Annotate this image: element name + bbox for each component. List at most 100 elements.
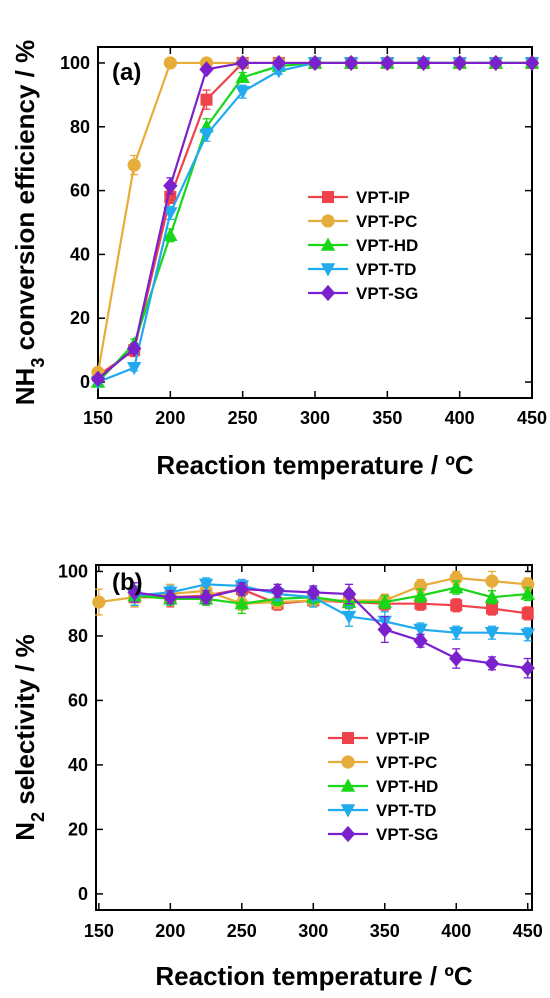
y-axis-title: N2 selectivity / % xyxy=(10,634,48,841)
data-point xyxy=(199,61,214,78)
series-vpt-td xyxy=(127,577,535,642)
data-point xyxy=(341,585,357,603)
data-point xyxy=(270,582,285,599)
data-point xyxy=(488,54,504,72)
legend-label: VPT-IP xyxy=(376,729,430,748)
data-point xyxy=(235,54,250,72)
data-point xyxy=(524,54,540,72)
data-point xyxy=(271,65,287,79)
panel-label: (a) xyxy=(112,59,141,86)
data-point xyxy=(163,56,177,70)
legend-marker xyxy=(320,237,336,251)
data-point xyxy=(235,85,250,100)
legend-marker xyxy=(340,825,356,843)
data-point xyxy=(199,129,214,143)
x-tick-label: 450 xyxy=(513,921,543,941)
data-point xyxy=(449,580,464,594)
x-tick-label: 400 xyxy=(441,921,471,941)
y-tick-label: 80 xyxy=(68,626,88,646)
data-point xyxy=(380,54,395,72)
legend-label: VPT-HD xyxy=(376,777,438,796)
data-point xyxy=(163,589,178,606)
data-point xyxy=(90,370,106,387)
data-point xyxy=(485,602,498,615)
x-tick-label: 250 xyxy=(227,921,257,941)
data-point xyxy=(449,627,464,641)
legend-label: VPT-PC xyxy=(376,753,437,772)
x-tick-label: 250 xyxy=(228,408,258,428)
data-point xyxy=(234,581,250,598)
x-tick-label: 450 xyxy=(517,408,547,428)
data-point xyxy=(163,177,178,194)
x-tick-label: 150 xyxy=(84,921,114,941)
legend-label: VPT-PC xyxy=(356,212,417,231)
data-point xyxy=(413,588,428,602)
legend-marker xyxy=(320,284,336,302)
data-point xyxy=(413,623,428,637)
x-tick-label: 150 xyxy=(83,408,113,428)
y-tick-label: 100 xyxy=(58,561,88,581)
data-point xyxy=(307,54,323,72)
y-tick-label: 0 xyxy=(80,372,90,392)
data-point xyxy=(377,594,392,608)
data-point xyxy=(377,621,392,638)
legend-label: VPT-SG xyxy=(376,825,438,844)
data-point xyxy=(234,596,250,610)
legend-label: VPT-SG xyxy=(356,284,418,303)
legend-marker xyxy=(340,778,356,792)
data-point xyxy=(452,54,467,72)
data-point xyxy=(484,589,500,603)
data-point xyxy=(92,595,106,609)
x-tick-label: 300 xyxy=(298,921,328,941)
legend-marker xyxy=(340,804,356,818)
x-tick-label: 200 xyxy=(155,921,185,941)
data-point xyxy=(198,578,214,592)
y-axis-title-main: NH xyxy=(10,368,40,406)
y-axis-title-rest: selectivity / % xyxy=(10,634,40,812)
series-vpt-td xyxy=(90,57,540,390)
legend-marker xyxy=(342,732,354,744)
legend-marker xyxy=(320,263,336,277)
y-tick-label: 40 xyxy=(70,244,90,264)
panel-label: (b) xyxy=(112,569,143,596)
x-tick-label: 400 xyxy=(445,408,475,428)
data-point xyxy=(484,655,500,672)
legend: VPT-IP VPT-PC VPT-HD VPT-TD VPT-SG xyxy=(328,729,438,844)
chart-panel-a: 150 200 250 300 350 400 450 0 20 40 60 80 100 Reactio… xyxy=(10,40,547,480)
data-point xyxy=(341,610,357,625)
data-point xyxy=(416,54,431,72)
legend: VPT-IP VPT-PC VPT-HD VPT-TD VPT-SG xyxy=(308,188,418,303)
legend-label: VPT-HD xyxy=(356,236,418,255)
y-tick-label: 40 xyxy=(68,755,88,775)
data-point xyxy=(127,158,141,172)
series-line xyxy=(134,583,528,636)
data-point xyxy=(485,574,499,588)
series-vpt-pc xyxy=(91,56,539,380)
x-axis-title: Reaction temperature / ºC xyxy=(155,961,472,991)
data-point xyxy=(484,627,500,641)
x-tick-label: 300 xyxy=(300,408,330,428)
x-axis-title: Reaction temperature / ºC xyxy=(156,450,473,480)
data-point xyxy=(163,227,178,241)
y-tick-label: 100 xyxy=(60,53,90,73)
chart-panel-b: 150 200 250 300 350 400 450 0 20 40 60 80 100 Reactio… xyxy=(10,561,543,991)
y-tick-label: 0 xyxy=(78,884,88,904)
data-point xyxy=(198,589,214,606)
series-vpt-ip xyxy=(92,56,538,382)
data-point xyxy=(163,207,178,221)
data-point xyxy=(235,69,250,84)
y-tick-label: 20 xyxy=(70,308,90,328)
data-point xyxy=(200,93,213,106)
series-line xyxy=(134,586,528,605)
y-axis-title-subscript: 2 xyxy=(28,812,48,822)
legend-label: VPT-TD xyxy=(376,801,436,820)
y-tick-label: 80 xyxy=(70,117,90,137)
legend-label: VPT-IP xyxy=(356,188,410,207)
data-point xyxy=(520,660,535,677)
x-tick-label: 200 xyxy=(155,408,185,428)
series-vpt-sg xyxy=(127,581,535,679)
legend-label: VPT-TD xyxy=(356,260,416,279)
data-point xyxy=(520,586,535,600)
x-tick-label: 350 xyxy=(370,921,400,941)
